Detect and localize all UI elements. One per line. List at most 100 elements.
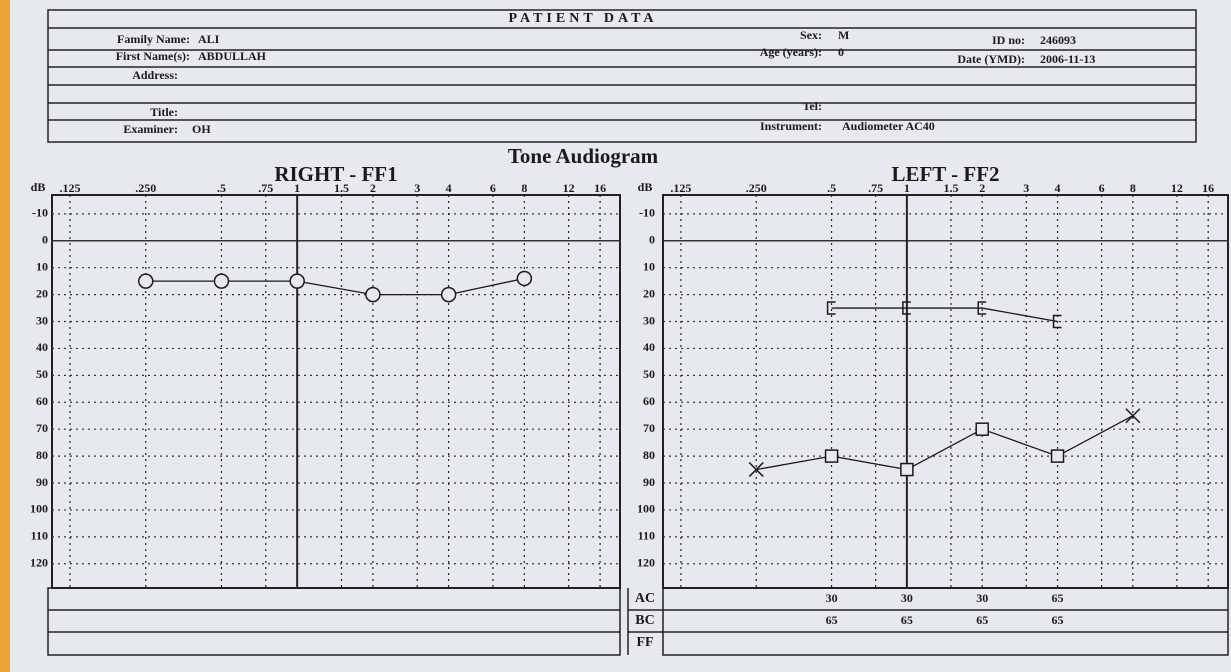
y-tick-label: -10 [32,206,48,220]
y-tick-label: -10 [639,206,655,220]
field-value: 0 [838,45,844,59]
y-tick-label: 110 [638,529,655,543]
chart-title: LEFT - FF2 [891,162,999,186]
x-tick-label: 4 [446,181,452,195]
y-tick-label: 90 [36,475,48,489]
y-tick-label: 110 [31,529,48,543]
series-line [831,307,1058,323]
field-label: Title: [150,105,178,119]
x-tick-label: 16 [594,181,606,195]
marker-bracket [1052,314,1062,329]
field-value: ABDULLAH [198,49,267,63]
y-tick-label: 80 [36,448,48,462]
y-tick-label: 20 [36,286,48,300]
table-value: 65 [901,613,913,627]
field-label: Date (YMD): [957,52,1025,66]
y-tick-label: 120 [30,556,48,570]
x-tick-label: 6 [1099,181,1105,195]
marker-bracket [902,301,911,315]
field-value: 2006-11-13 [1040,52,1095,66]
x-tick-label: 12 [563,181,575,195]
table-row-label: AC [635,591,655,606]
y-tick-label: 50 [643,367,655,381]
field-value: ALI [198,32,220,46]
field-label: Instrument: [760,119,822,133]
x-tick-label: .250 [135,181,156,195]
x-tick-label: 2 [979,181,985,195]
y-tick-label: 20 [643,286,655,300]
x-tick-label: .75 [258,181,273,195]
y-tick-label: 40 [643,340,655,354]
x-tick-label: 2 [370,181,376,195]
chart-title: RIGHT - FF1 [274,162,397,186]
field-value: OH [192,122,211,136]
marker-square [1050,449,1065,463]
marker-square [975,422,989,436]
series-line [756,415,1134,471]
table-row-label: FF [636,635,653,650]
marker-x [1125,408,1141,424]
x-tick-label: 1 [904,181,910,195]
marker-circle [137,273,154,289]
patient-box [47,9,1197,143]
marker-circle [289,273,305,289]
field-label: Family Name: [117,32,190,46]
y-axis-label: dB [31,180,46,194]
series-line [145,277,525,296]
field-label: Sex: [800,28,822,42]
x-tick-label: 3 [1023,181,1029,195]
x-tick-label: 1 [294,181,300,195]
marker-bracket [977,301,987,315]
marker-square [824,449,839,463]
y-tick-label: 30 [643,313,655,327]
marker-square [900,462,914,477]
table-value: 65 [826,613,838,627]
table-value: 30 [826,591,838,605]
table-value: 65 [1052,591,1064,605]
x-tick-label: 4 [1055,181,1061,195]
field-label: First Name(s): [116,49,190,63]
plot-box [662,194,1229,589]
field-label: Tel: [802,99,822,113]
table-value: 30 [976,591,988,605]
field-value: M [838,28,849,42]
marker-circle [365,286,381,303]
x-tick-label: 16 [1202,181,1214,195]
x-tick-label: .250 [746,181,767,195]
form-lines [48,27,1196,121]
y-tick-label: 100 [30,502,48,516]
y-tick-label: 60 [643,394,655,408]
marker-bracket [826,301,836,315]
y-tick-label: 10 [36,259,48,273]
y-tick-label: 40 [36,340,48,354]
x-tick-label: 8 [521,181,527,195]
form-title: PATIENT DATA [509,11,658,26]
y-tick-label: 50 [36,367,48,381]
table-row-label: BC [635,613,654,628]
x-tick-label: .5 [827,181,836,195]
y-tick-label: 100 [637,502,655,516]
x-tick-label: 6 [490,181,496,195]
marker-circle [440,286,457,303]
x-tick-label: .75 [868,181,883,195]
y-tick-label: 70 [36,421,48,435]
table-value: 65 [976,613,988,627]
field-label: Examiner: [123,122,178,136]
x-tick-label: 8 [1130,181,1136,195]
table-value: 65 [1052,613,1064,627]
marker-circle [213,273,230,289]
field-label: ID no: [992,33,1025,47]
table-value: 30 [901,591,913,605]
y-tick-label: 0 [42,233,48,247]
y-tick-label: 0 [649,233,655,247]
marker-x [748,462,764,478]
y-tick-label: 60 [36,394,48,408]
field-value: Audiometer AC40 [842,119,935,133]
field-value: 246093 [1040,33,1076,47]
x-tick-label: 1.5 [943,181,958,195]
x-tick-label: .125 [670,181,691,195]
y-tick-label: 90 [643,475,655,489]
x-tick-label: .5 [217,181,226,195]
